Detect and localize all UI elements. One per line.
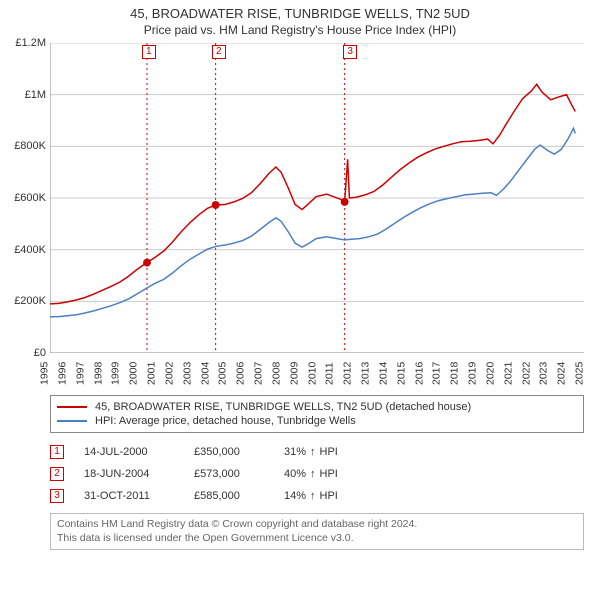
event-number-box: 2 (50, 467, 64, 481)
y-tick-label: £400K (14, 244, 46, 256)
x-tick-label: 2004 (199, 362, 211, 385)
y-tick-label: £600K (14, 192, 46, 204)
legend-swatch (57, 420, 87, 422)
event-number-box: 3 (50, 489, 64, 503)
x-tick-label: 2024 (556, 362, 568, 385)
x-tick-label: 2019 (466, 362, 478, 385)
legend-label: 45, BROADWATER RISE, TUNBRIDGE WELLS, TN… (95, 401, 471, 413)
y-tick-label: £0 (34, 347, 46, 359)
event-price: £585,000 (194, 490, 264, 502)
event-marker-box: 3 (343, 45, 357, 59)
x-tick-label: 2005 (217, 362, 229, 385)
y-tick-label: £800K (14, 140, 46, 152)
legend: 45, BROADWATER RISE, TUNBRIDGE WELLS, TN… (50, 395, 584, 433)
event-row: 2 18-JUN-2004 £573,000 40% ↑ HPI (50, 463, 584, 485)
y-tick-label: £1.2M (15, 37, 46, 49)
x-tick-label: 2011 (324, 362, 336, 385)
x-tick-label: 1999 (110, 362, 122, 385)
event-date: 31-OCT-2011 (84, 490, 174, 502)
event-number-box: 1 (50, 445, 64, 459)
event-relative: 31% ↑ HPI (284, 446, 338, 458)
x-tick-label: 2001 (145, 362, 157, 385)
x-tick-label: 2010 (306, 362, 318, 385)
event-price: £573,000 (194, 468, 264, 480)
x-tick-label: 2023 (538, 362, 550, 385)
footer-line: Contains HM Land Registry data © Crown c… (57, 518, 577, 532)
x-tick-label: 2021 (502, 362, 514, 385)
x-tick-label: 2003 (181, 362, 193, 385)
x-tick-label: 1996 (56, 362, 68, 385)
x-tick-label: 2022 (520, 362, 532, 385)
event-marker-box: 1 (142, 45, 156, 59)
x-tick-label: 1995 (38, 362, 50, 385)
plot-area: £0£200K£400K£600K£800K£1M£1.2M 123 (50, 43, 584, 353)
footer-line: This data is licensed under the Open Gov… (57, 532, 577, 546)
event-row: 1 14-JUL-2000 £350,000 31% ↑ HPI (50, 441, 584, 463)
x-tick-label: 2025 (573, 362, 585, 385)
y-tick-label: £200K (14, 295, 46, 307)
x-tick-label: 2007 (252, 362, 264, 385)
x-tick-label: 2017 (431, 362, 443, 385)
event-marker-box: 2 (212, 45, 226, 59)
chart-title: 45, BROADWATER RISE, TUNBRIDGE WELLS, TN… (10, 6, 590, 21)
plot-svg (50, 43, 584, 353)
x-tick-label: 2014 (377, 362, 389, 385)
x-tick-label: 1997 (74, 362, 86, 385)
event-date: 18-JUN-2004 (84, 468, 174, 480)
x-tick-label: 1998 (92, 362, 104, 385)
y-tick-label: £1M (25, 89, 46, 101)
x-tick-label: 2000 (127, 362, 139, 385)
event-row: 3 31-OCT-2011 £585,000 14% ↑ HPI (50, 485, 584, 507)
x-tick-label: 2009 (288, 362, 300, 385)
x-tick-label: 2008 (270, 362, 282, 385)
legend-swatch (57, 406, 87, 408)
chart-container: 45, BROADWATER RISE, TUNBRIDGE WELLS, TN… (0, 0, 600, 590)
x-tick-label: 2006 (235, 362, 247, 385)
arrow-up-icon: ↑ (310, 446, 316, 458)
x-tick-label: 2015 (395, 362, 407, 385)
event-table: 1 14-JUL-2000 £350,000 31% ↑ HPI 2 18-JUN-200… (50, 441, 584, 507)
footer-attribution: Contains HM Land Registry data © Crown c… (50, 513, 584, 550)
event-price: £350,000 (194, 446, 264, 458)
x-axis-ticks: 1995199619971998199920002001200220032004… (50, 355, 584, 391)
event-date: 14-JUL-2000 (84, 446, 174, 458)
event-relative: 40% ↑ HPI (284, 468, 338, 480)
x-tick-label: 2002 (163, 362, 175, 385)
x-tick-label: 2018 (449, 362, 461, 385)
arrow-up-icon: ↑ (310, 490, 316, 502)
legend-item: HPI: Average price, detached house, Tunb… (57, 414, 577, 428)
x-tick-label: 2012 (342, 362, 354, 385)
chart-subtitle: Price paid vs. HM Land Registry's House … (10, 23, 590, 37)
legend-item: 45, BROADWATER RISE, TUNBRIDGE WELLS, TN… (57, 400, 577, 414)
x-tick-label: 2013 (359, 362, 371, 385)
legend-label: HPI: Average price, detached house, Tunb… (95, 415, 356, 427)
event-relative: 14% ↑ HPI (284, 490, 338, 502)
arrow-up-icon: ↑ (310, 468, 316, 480)
chart-titles: 45, BROADWATER RISE, TUNBRIDGE WELLS, TN… (10, 6, 590, 37)
x-tick-label: 2016 (413, 362, 425, 385)
x-tick-label: 2020 (484, 362, 496, 385)
y-axis-ticks: £0£200K£400K£600K£800K£1M£1.2M (10, 43, 48, 353)
